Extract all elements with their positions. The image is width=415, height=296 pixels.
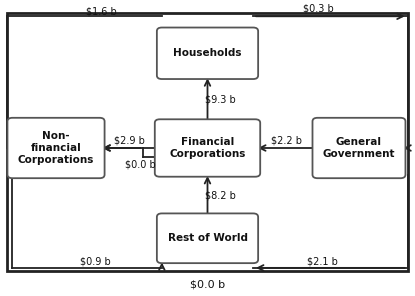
FancyBboxPatch shape [7, 118, 105, 178]
Text: $0.9 b: $0.9 b [80, 257, 111, 267]
FancyBboxPatch shape [155, 119, 260, 177]
FancyBboxPatch shape [157, 213, 258, 263]
Text: $2.2 b: $2.2 b [271, 136, 302, 146]
Bar [7, 13, 408, 271]
FancyBboxPatch shape [312, 118, 405, 178]
Text: $8.2 b: $8.2 b [205, 190, 235, 200]
Text: Non-
financial
Corporations: Non- financial Corporations [18, 131, 94, 165]
Text: $0.3 b: $0.3 b [303, 4, 333, 14]
Text: Financial
Corporations: Financial Corporations [169, 137, 246, 159]
Text: Rest of World: Rest of World [168, 233, 247, 243]
Text: General
Government: General Government [323, 137, 395, 159]
Text: $2.1 b: $2.1 b [307, 257, 337, 267]
Text: $1.6 b: $1.6 b [86, 7, 117, 17]
Text: $0.0 b: $0.0 b [190, 279, 225, 289]
Text: Households: Households [173, 48, 242, 58]
FancyBboxPatch shape [157, 28, 258, 79]
Text: $9.3 b: $9.3 b [205, 94, 235, 104]
Text: $0.0 b: $0.0 b [125, 159, 156, 169]
Text: $2.9 b: $2.9 b [114, 136, 145, 146]
